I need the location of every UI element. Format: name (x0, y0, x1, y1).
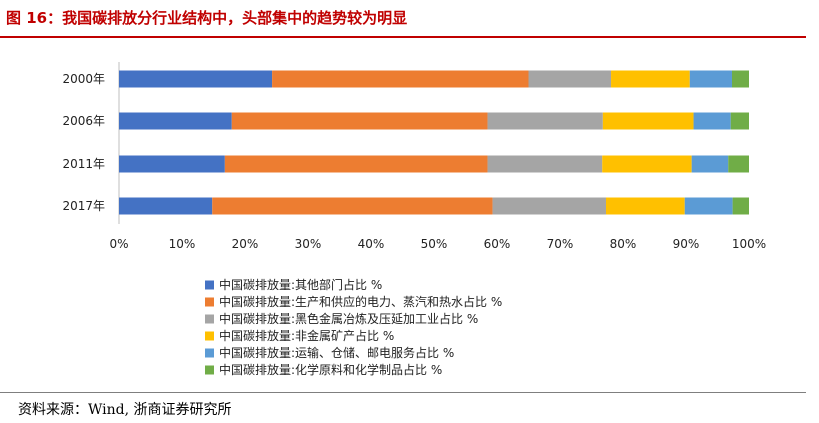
bar-segment-3-0 (119, 197, 213, 215)
bar-segment-3-1 (212, 197, 493, 215)
x-tick-label-6: 60% (484, 237, 511, 251)
bar-segment-3-4 (684, 197, 733, 215)
x-tick-label-8: 80% (610, 237, 637, 251)
legend-swatch-1 (205, 297, 214, 307)
x-tick-label-10: 100% (732, 237, 766, 251)
bar-segment-0-4 (689, 70, 732, 88)
legend-label-0: 中国碳排放量:其他部门占比 % (219, 277, 382, 292)
x-tick-label-4: 40% (358, 237, 385, 251)
legend-label-2: 中国碳排放量:黑色金属冶炼及压延加工业占比 % (219, 311, 478, 326)
bar-segment-0-2 (528, 70, 612, 88)
legend-label-1: 中国碳排放量:生产和供应的电力、蒸汽和热水占比 % (219, 294, 502, 309)
x-tick-label-1: 10% (169, 237, 196, 251)
legend-swatch-5 (205, 365, 214, 375)
source-note: 资料来源：Wind, 浙商证券研究所 (18, 402, 232, 418)
legend-swatch-0 (205, 280, 214, 290)
bar-segment-3-5 (732, 197, 749, 215)
title-rule (0, 36, 806, 38)
x-tick-label-3: 30% (295, 237, 322, 251)
bar-segment-2-3 (602, 155, 692, 173)
bar-segment-0-1 (272, 70, 529, 88)
legend-swatch-3 (205, 331, 214, 341)
bar-segment-1-4 (693, 112, 731, 130)
bar-segment-1-2 (487, 112, 603, 130)
bar-segment-0-3 (611, 70, 690, 88)
bar-segment-2-1 (224, 155, 488, 173)
stacked-bar-chart: 2000年 2006年 2011年 2017年 0% 10% 20% 30% 40% 50% 60%… (62, 62, 766, 377)
bar-segment-2-4 (691, 155, 729, 173)
x-tick-label-2: 20% (232, 237, 259, 251)
bar-segment-2-0 (119, 155, 225, 173)
x-tick-label-9: 90% (673, 237, 700, 251)
source-rule (0, 392, 806, 393)
x-tick-label-5: 50% (421, 237, 448, 251)
legend-swatch-4 (205, 348, 214, 358)
x-tick-label-7: 70% (547, 237, 574, 251)
legend-label-5: 中国碳排放量:化学原料和化学制品占比 % (219, 362, 442, 377)
legend-label-4: 中国碳排放量:运输、仓储、邮电服务占比 % (219, 345, 454, 360)
bar-segment-2-5 (728, 155, 749, 173)
legend-swatch-2 (205, 314, 214, 324)
bar-segment-2-2 (487, 155, 603, 173)
bar-segment-1-5 (730, 112, 749, 130)
legend-label-3: 中国碳排放量:非金属矿产占比 % (219, 328, 394, 343)
bar-segment-0-5 (731, 70, 749, 88)
category-label-1: 2006年 (62, 114, 105, 128)
x-tick-label-0: 0% (109, 237, 128, 251)
bar-segment-1-1 (231, 112, 488, 130)
bar-segment-1-0 (119, 112, 232, 130)
category-label-3: 2017年 (62, 199, 105, 213)
category-label-2: 2011年 (62, 157, 105, 171)
category-label-0: 2000年 (62, 72, 105, 86)
figure-title: 图 16：我国碳排放分行业结构中，头部集中的趋势较为明显 (6, 9, 408, 27)
bar-segment-0-0 (119, 70, 273, 88)
bar-segment-3-3 (605, 197, 685, 215)
bar-segment-1-3 (602, 112, 694, 130)
bar-segment-3-2 (492, 197, 606, 215)
